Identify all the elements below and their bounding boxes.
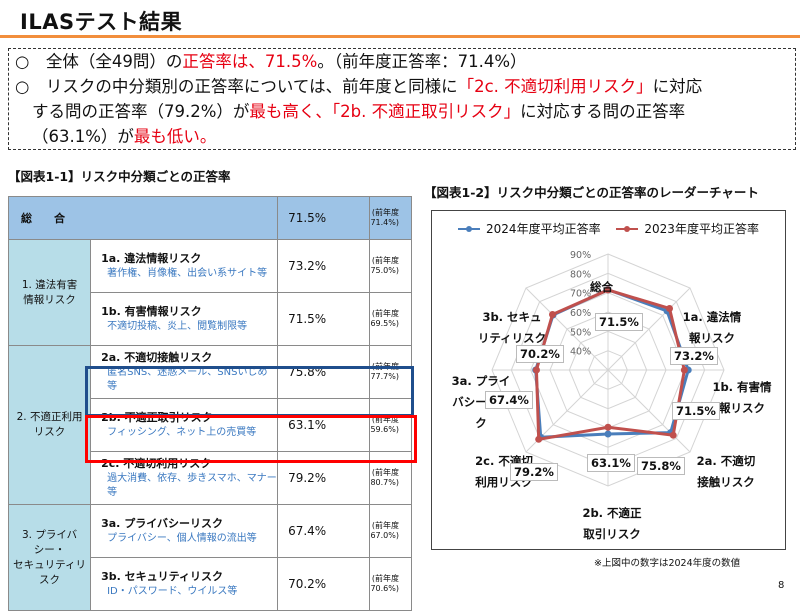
summary-line-3: する問の正答率（79.2%）が最も高く、「2b. 不適正取引リスク」に対応する問… [32,102,686,121]
table-row-overall: 総 合 71.5% (前年度 71.4%) [7,196,412,240]
summary-line-1: ○ 全体（全49問）の正答率は、71.5%。（前年度正答率：71.4%） [15,52,527,71]
category-1-label: 1. 違法有害 情報リスク [7,239,92,346]
svg-text:50%: 50% [570,327,591,338]
summary-line-4: （63.1%）が最も低い。 [32,127,217,146]
axis-label: 2a. 不適切 接触リスク [696,454,756,489]
overall-label: 総 合 [7,196,279,240]
data-label: 73.2% [670,347,718,365]
page-number: 8 [778,580,785,591]
category-2-label: 2. 不適正利用 リスク [7,345,92,505]
page-title: ILASテスト結果 [20,10,183,34]
axis-label: 3b. セキュ リティリスク [477,310,547,345]
legend-2024: 2024年度平均正答率 [455,220,604,237]
legend-2023: 2023年度平均正答率 [613,220,762,237]
svg-text:80%: 80% [570,269,591,280]
svg-text:60%: 60% [570,308,591,319]
axis-label: 2b. 不適正 取引リスク [582,506,642,541]
chart-note: ※上図中の数字は2024年度の数値 [594,558,741,569]
axis-label: 1a. 違法情 報リスク [682,310,742,345]
svg-text:70%: 70% [570,289,591,300]
data-label: 75.8% [637,457,685,475]
axis-label: 1b. 有害情 報リスク [712,380,772,415]
chart-legend: 2024年度平均正答率 2023年度平均正答率 [432,219,785,237]
highlight-highest-box [85,415,417,463]
data-label: 67.4% [485,391,533,409]
axis-label: 総合 [590,280,613,294]
data-label: 71.5% [672,402,720,420]
line-marker-icon [458,225,481,232]
data-label: 79.2% [510,463,558,481]
radar-chart: 2024年度平均正答率 2023年度平均正答率 40% 50% 60% 70% 80% 9… [431,210,786,550]
data-label: 63.1% [587,454,635,472]
highlight-lowest-box [85,366,414,417]
data-label: 70.2% [516,345,564,363]
svg-text:40%: 40% [570,347,591,358]
radar-plot: 40% 50% 60% 70% 80% 90% [491,250,725,487]
table-row: 1. 違法有害 情報リスク 1a. 違法情報リスク 著作権、肖像権、出会い系サイト… [7,239,412,346]
summary-box: ○ 全体（全49問）の正答率は、71.5%。（前年度正答率：71.4%） ○ リ… [8,48,796,150]
table-row: 1b. 有害情報リスク 不適切投稿、炎上、閲覧制限等 71.5% (前年度 69.… [9,292,412,346]
overall-rate: 71.5% [277,196,371,240]
table-title: 【図表1-1】リスク中分類ごとの正答率 [8,169,231,184]
radar-title: 【図表1-2】リスク中分類ごとの正答率のレーダーチャート [424,185,759,200]
table-row: 3. プライバ シー・ セキュリティリ スク 3a. プライバシーリスク プライバ… [7,504,412,611]
title-divider [0,35,800,38]
data-label: 71.5% [595,313,643,331]
table-row: 2b. 不適正取引リスク フィッシング、ネット上の売買等 63.1% (前年度 5… [9,398,412,452]
category-3-label: 3. プライバ シー・ セキュリティリ スク [7,504,92,611]
svg-text:90%: 90% [570,250,591,261]
overall-prev: (前年度 71.4%) [369,196,412,240]
summary-line-2: ○ リスクの中分類別の正答率については、前年度と同様に「2c. 不適切利用リスク… [15,77,703,96]
line-marker-icon [616,225,639,232]
